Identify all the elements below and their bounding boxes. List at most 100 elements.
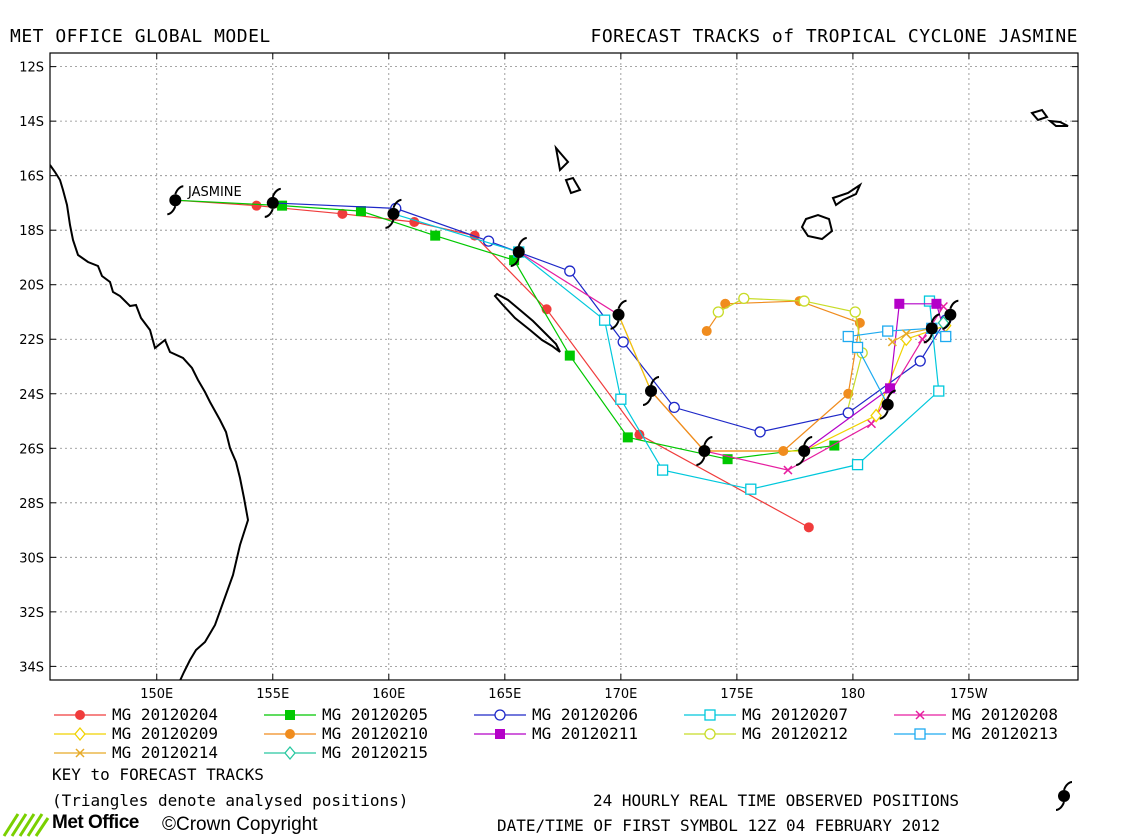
australia-coastline (50, 164, 250, 680)
lon-tick-label: 150E (140, 687, 173, 702)
legend-marker (285, 729, 295, 739)
legend-label: MG 20120209 (112, 724, 218, 743)
observed-cyclone-symbol (167, 185, 184, 216)
vanuatu-outline-2 (564, 176, 582, 195)
legend-marker (704, 728, 716, 740)
track-point (885, 383, 896, 394)
legend-label: MG 20120204 (112, 705, 218, 724)
track-point (622, 432, 633, 443)
new-caledonia-outline (493, 292, 561, 353)
lon-tick-label: 155E (256, 687, 289, 702)
observed-cyclone-symbol (923, 313, 940, 344)
legend-marker (284, 745, 296, 761)
observed-cyclone-symbol (696, 436, 713, 467)
vanuatu-outline-1 (554, 144, 570, 173)
track-point (738, 292, 750, 304)
track-point (894, 298, 905, 309)
track-point (634, 429, 645, 440)
observed-positions-label: 24 HOURLY REAL TIME OBSERVED POSITIONS (593, 791, 960, 810)
observed-cyclone-symbol (642, 376, 660, 407)
lon-tick-label: 180 (840, 687, 865, 702)
track-point (564, 265, 576, 277)
legend-label: MG 20120215 (322, 743, 428, 762)
track-point (931, 298, 942, 309)
track-mg-20120206 (272, 202, 952, 438)
lat-tick-label: 30S (19, 551, 44, 566)
observed-cyclone-symbol (942, 299, 959, 330)
track-point (866, 419, 877, 429)
legend-label: MG 20120212 (742, 724, 848, 743)
header-chart-title: FORECAST TRACKS of TROPICAL CYCLONE JASM… (590, 26, 1078, 47)
legend-label: MG 20120214 (112, 743, 218, 762)
track-point (745, 483, 757, 495)
legend-marker (915, 710, 925, 720)
lat-tick-label: 26S (19, 442, 44, 457)
legend-label: MG 20120207 (742, 705, 848, 724)
track-point (509, 255, 520, 266)
legend-swatch (264, 729, 316, 739)
observed-cyclone-symbol (796, 436, 813, 467)
track-point (803, 522, 814, 533)
track-point (722, 454, 733, 465)
track-point (482, 235, 495, 247)
lat-tick-label: 16S (19, 170, 44, 185)
legend-swatch (894, 710, 946, 720)
observed-positions (167, 185, 959, 467)
legend-label: MG 20120210 (322, 724, 428, 743)
legend-marker (495, 729, 505, 739)
fiji-viti-levu-outline (800, 213, 834, 241)
legend-label: MG 20120213 (952, 724, 1058, 743)
legend-marker (74, 726, 86, 742)
lon-tick-label: 160E (372, 687, 405, 702)
track-point (720, 298, 731, 309)
observed-cyclone-symbol (385, 198, 402, 229)
first-symbol-datetime: DATE/TIME OF FIRST SYMBOL 12Z 04 FEBRUAR… (497, 816, 941, 835)
lat-tick-label: 20S (19, 279, 44, 294)
track-line (650, 300, 861, 452)
legend-swatch (264, 710, 316, 720)
legend-swatch (54, 748, 106, 758)
forecast-track-map: 12S 14S 16S 18S 20S 22S 24S 26S 28S 30S 32S 34S 150E… (19, 52, 1079, 702)
legend-swatch (474, 729, 526, 739)
lat-lon-grid (50, 53, 1078, 680)
legend-label: MG 20120206 (532, 705, 638, 724)
track-mg-20120214 (887, 327, 932, 347)
track-point (778, 446, 789, 457)
track-point (754, 426, 766, 438)
track-mg-20120205 (175, 199, 840, 465)
lon-tick-label: 175E (720, 687, 753, 702)
legend-marker (494, 709, 506, 721)
track-point (798, 295, 810, 307)
lat-tick-label: 34S (19, 660, 44, 675)
track-point (933, 385, 945, 397)
track-point (656, 464, 669, 476)
track-point (882, 325, 894, 337)
legend-swatch (894, 728, 946, 740)
legend-swatch (474, 709, 526, 721)
legend-label: MG 20120208 (952, 705, 1058, 724)
met-office-logo-icon (2, 813, 50, 837)
observed-cyclone-symbol (510, 237, 527, 268)
track-point (849, 306, 861, 318)
track-point (617, 336, 629, 348)
legend-marker (75, 748, 85, 758)
met-office-wordmark: Met Office (52, 812, 139, 833)
observed-cyclone-symbol (610, 299, 627, 330)
lat-tick-label: 22S (19, 333, 44, 348)
legend-marker (914, 728, 926, 740)
forecast-tracks (175, 199, 952, 533)
observed-cyclone-symbol (264, 187, 281, 218)
lat-tick-label: 32S (19, 606, 44, 621)
legend-swatch (684, 709, 736, 721)
fiji-vanua-levu-outline (831, 182, 863, 207)
track-point (712, 306, 724, 318)
track-point (430, 230, 441, 241)
legend-marker (704, 709, 716, 721)
lat-tick-label: 14S (19, 115, 44, 130)
track-point (901, 329, 911, 339)
track-point (337, 208, 348, 219)
track-point (851, 341, 864, 354)
lon-tick-label: 165E (488, 687, 521, 702)
legend-swatch (54, 726, 106, 742)
track-point (842, 407, 854, 419)
